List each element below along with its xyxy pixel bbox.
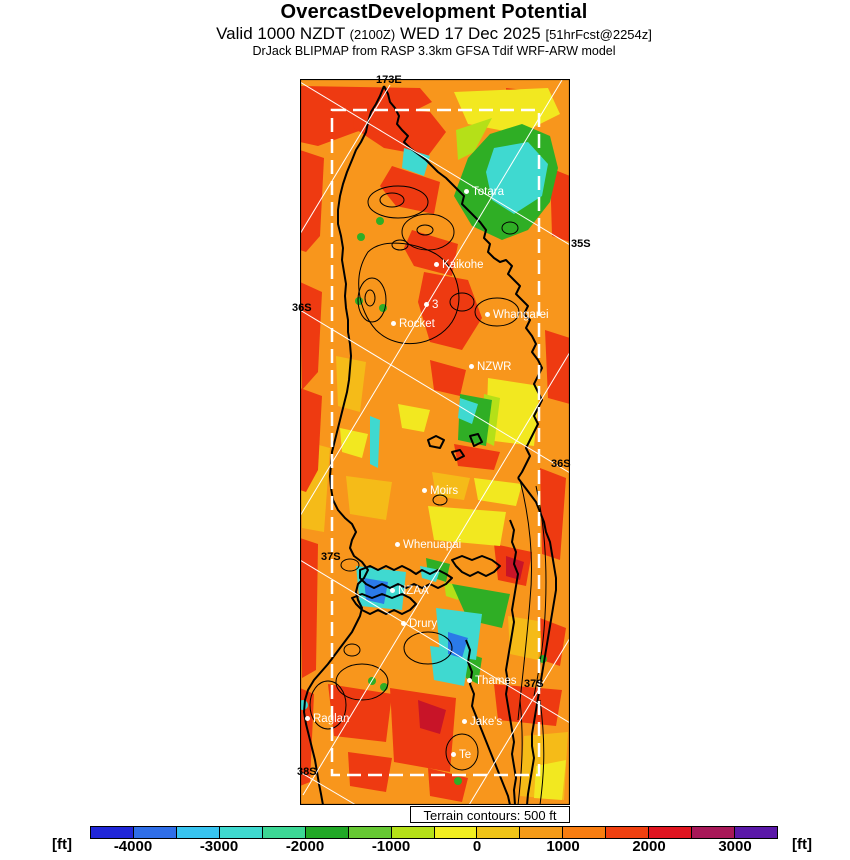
amber-patches — [300, 356, 568, 800]
dark-red-patches — [418, 556, 524, 734]
colorbar-tick-label: -1000 — [371, 838, 411, 855]
colorbar-tick-label: 2000 — [632, 838, 666, 855]
site-jakes: Jake's — [462, 713, 502, 731]
valid-date: WED 17 Dec 2025 — [399, 24, 541, 43]
site-dot — [467, 678, 472, 684]
lon-label-173e: 173E — [376, 74, 402, 86]
site-dot — [424, 302, 429, 308]
lat-label-36s-right: 36S — [551, 458, 571, 470]
site-totara: Totara — [464, 183, 504, 201]
site-nzaa: NZAA — [390, 582, 429, 600]
forecast-tag: [51hrFcst@2254z] — [545, 27, 652, 42]
colorbar-segment — [391, 826, 435, 839]
site-raglan: Raglan — [305, 710, 349, 728]
site-dot — [469, 364, 474, 370]
valid-line: Valid 1000 NZDT (2100Z) WED 17 Dec 2025 … — [18, 24, 850, 44]
colorbar-segment — [90, 826, 134, 839]
site-drury: Drury — [401, 615, 437, 633]
page-title: OvercastDevelopment Potential — [280, 1, 588, 23]
colorbar-segment — [563, 826, 607, 839]
colorbar-segment — [649, 826, 693, 839]
colorbar-tick-label: -2000 — [285, 838, 325, 855]
site-dot — [422, 488, 427, 494]
site-dot — [390, 588, 395, 594]
site-te: Te — [451, 746, 471, 764]
colorbar-segment — [735, 826, 778, 839]
site-dot — [395, 542, 400, 548]
colorbar-segment — [176, 826, 220, 839]
colorbar-tick-label: 3000 — [718, 838, 752, 855]
terrain-contours — [309, 185, 547, 805]
colorbar-tick-label: 1000 — [546, 838, 580, 855]
map-canvas — [300, 79, 570, 805]
model-info: DrJack BLIPMAP from RASP 3.3km GFSA Tdif… — [252, 44, 616, 58]
colorbar-segment — [348, 826, 392, 839]
site-dot — [464, 189, 469, 195]
colorbar-segment — [262, 826, 306, 839]
colorbar-unit-left: [ft] — [52, 836, 72, 853]
colorbar-segment — [434, 826, 478, 839]
colorbar-segment — [606, 826, 650, 839]
colorbar-segment — [520, 826, 564, 839]
colorbar-tick-label: -4000 — [113, 838, 153, 855]
site-kaikohe: Kaikohe — [434, 256, 484, 274]
site-nzwr: NZWR — [469, 358, 512, 376]
valid-time: Valid 1000 NZDT — [216, 24, 345, 43]
lat-label-37s-right: 37S — [524, 678, 544, 690]
site-dot — [305, 716, 310, 722]
header: OvercastDevelopment Potential Valid 1000… — [0, 0, 850, 59]
lat-label-35s: 35S — [571, 238, 591, 250]
colorbar — [90, 826, 778, 839]
forecast-map — [300, 79, 570, 805]
colorbar-segment — [219, 826, 263, 839]
map-frame — [300, 79, 570, 805]
site-3: 3 — [424, 296, 438, 314]
valid-zulu: (2100Z) — [349, 27, 396, 42]
colorbar-segment — [133, 826, 177, 839]
colorbar-unit-right: [ft] — [792, 836, 812, 853]
lat-label-36s-left: 36S — [292, 302, 312, 314]
coastline — [303, 85, 557, 805]
site-dot — [391, 321, 396, 327]
site-dot — [451, 752, 456, 758]
site-rocket: Rocket — [391, 315, 435, 333]
site-dot — [434, 262, 439, 268]
site-dot — [485, 312, 490, 318]
site-dot — [462, 719, 467, 725]
site-thames: Thames — [467, 672, 517, 690]
cyan-patches — [300, 142, 548, 710]
colorbar-segment — [692, 826, 736, 839]
lat-label-38s: 38S — [297, 766, 317, 778]
site-whangarei: Whangarei — [485, 306, 549, 324]
model-domain-outline — [330, 108, 541, 777]
colorbar-ticks: -4000 -3000 -2000 -1000 0 1000 2000 3000 — [90, 838, 778, 856]
site-moirs: Moirs — [422, 482, 458, 500]
lat-label-37s-left: 37S — [321, 551, 341, 563]
colorbar-tick-label: 0 — [472, 838, 482, 855]
colorbar-segment — [305, 826, 349, 839]
terrain-contours-note: Terrain contours: 500 ft — [410, 806, 570, 823]
colorbar-tick-label: -3000 — [199, 838, 239, 855]
site-dot — [401, 621, 406, 627]
colorbar-segment — [477, 826, 521, 839]
site-whenuapai: Whenuapai — [395, 536, 461, 554]
